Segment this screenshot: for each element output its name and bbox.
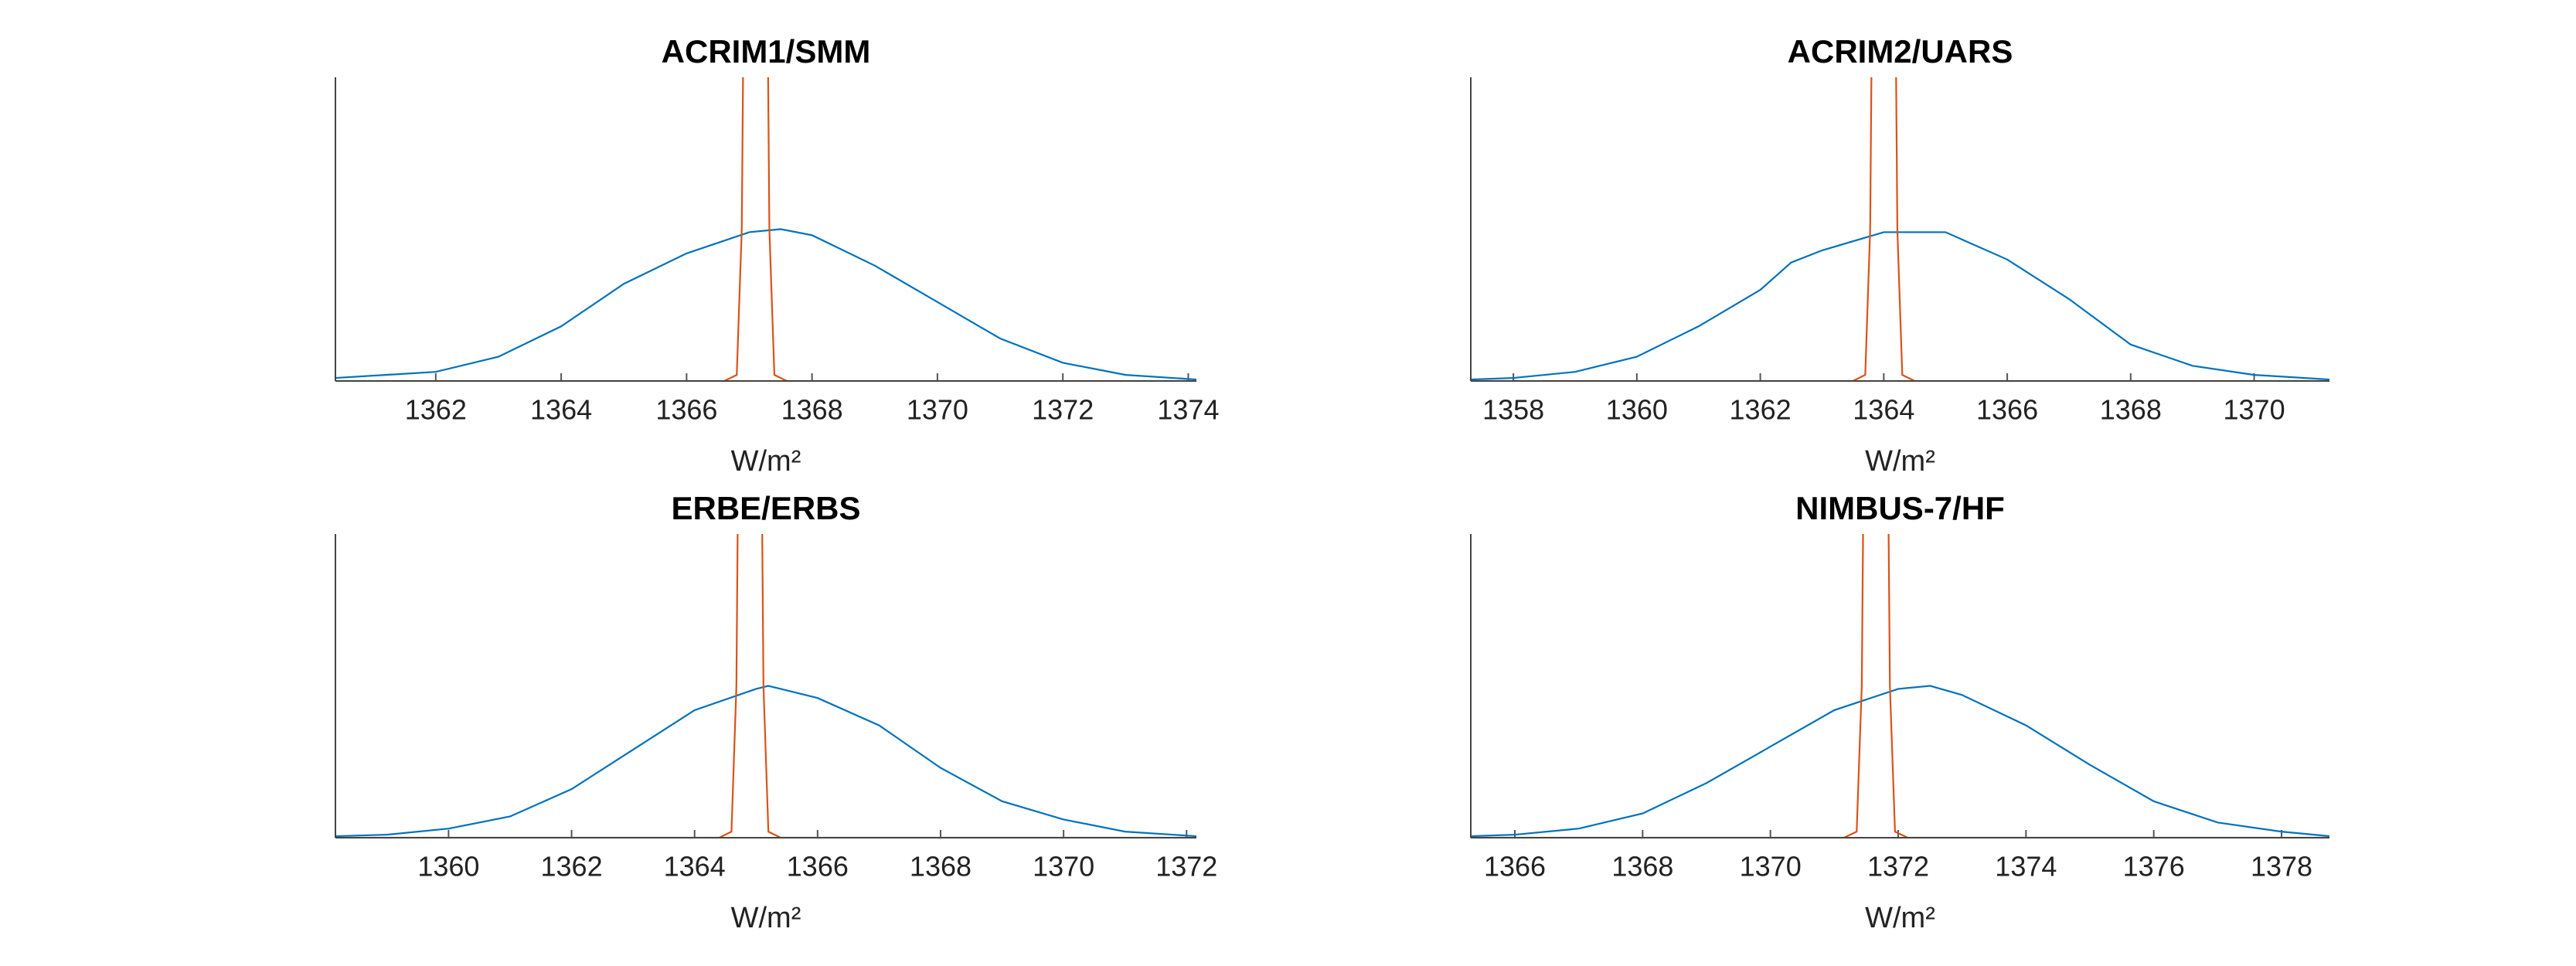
line-series (1471, 231, 2329, 381)
x-tick-label: 1366 (655, 394, 717, 426)
x-tick-label: 1366 (787, 851, 849, 883)
x-tick-label: 1362 (541, 851, 603, 883)
chart-title: ACRIM2/UARS (1788, 33, 2013, 70)
x-tick-label: 1376 (2123, 851, 2185, 883)
x-tick-label: 1368 (1611, 851, 1673, 883)
x-tick-label: 1368 (781, 394, 843, 426)
x-tick-label: 1372 (1032, 394, 1094, 426)
x-tick-label: 1372 (1867, 851, 1929, 883)
x-tick-label: 1360 (417, 851, 479, 883)
line-series (335, 77, 1196, 381)
x-tick-label: 1362 (1730, 394, 1792, 426)
x-tick-label: 1360 (1606, 394, 1668, 426)
plot-area (335, 77, 1196, 381)
x-axis-label: W/m² (731, 902, 801, 934)
x-tick-label: 1368 (910, 851, 972, 883)
x-tick-label: 1362 (405, 394, 467, 426)
x-axis-label: W/m² (1865, 445, 1935, 478)
x-tick-label: 1364 (664, 851, 726, 883)
x-tick-label: 1368 (2100, 394, 2162, 426)
line-series (335, 685, 1196, 838)
x-tick-label: 1370 (1033, 851, 1094, 883)
chart-title: ACRIM1/SMM (662, 33, 871, 70)
x-axis-label: W/m² (731, 445, 801, 478)
x-tick-label: 1374 (1995, 851, 2057, 883)
line-series (1471, 685, 2329, 838)
x-tick-label: 1364 (1853, 394, 1914, 426)
chart-title: ERBE/ERBS (671, 490, 860, 526)
line-series (335, 228, 1196, 381)
x-tick-label: 1358 (1482, 394, 1544, 426)
chart-title: NIMBUS-7/HF (1795, 490, 2005, 526)
x-tick-label: 1370 (2224, 394, 2285, 426)
x-tick-label: 1366 (1484, 851, 1546, 883)
plot-area (335, 534, 1196, 838)
line-series (1471, 534, 2329, 838)
x-tick-label: 1364 (530, 394, 592, 426)
plot-area (1471, 534, 2329, 838)
x-tick-label: 1366 (1976, 394, 2038, 426)
x-axis-label: W/m² (1865, 902, 1935, 934)
x-tick-label: 1370 (1740, 851, 1802, 883)
line-series (1471, 77, 2329, 381)
line-series (335, 534, 1196, 838)
x-tick-label: 1370 (907, 394, 968, 426)
x-tick-label: 1374 (1157, 394, 1219, 426)
x-tick-label: 1372 (1155, 851, 1217, 883)
plot-area (1471, 77, 2329, 381)
x-tick-label: 1378 (2251, 851, 2312, 883)
